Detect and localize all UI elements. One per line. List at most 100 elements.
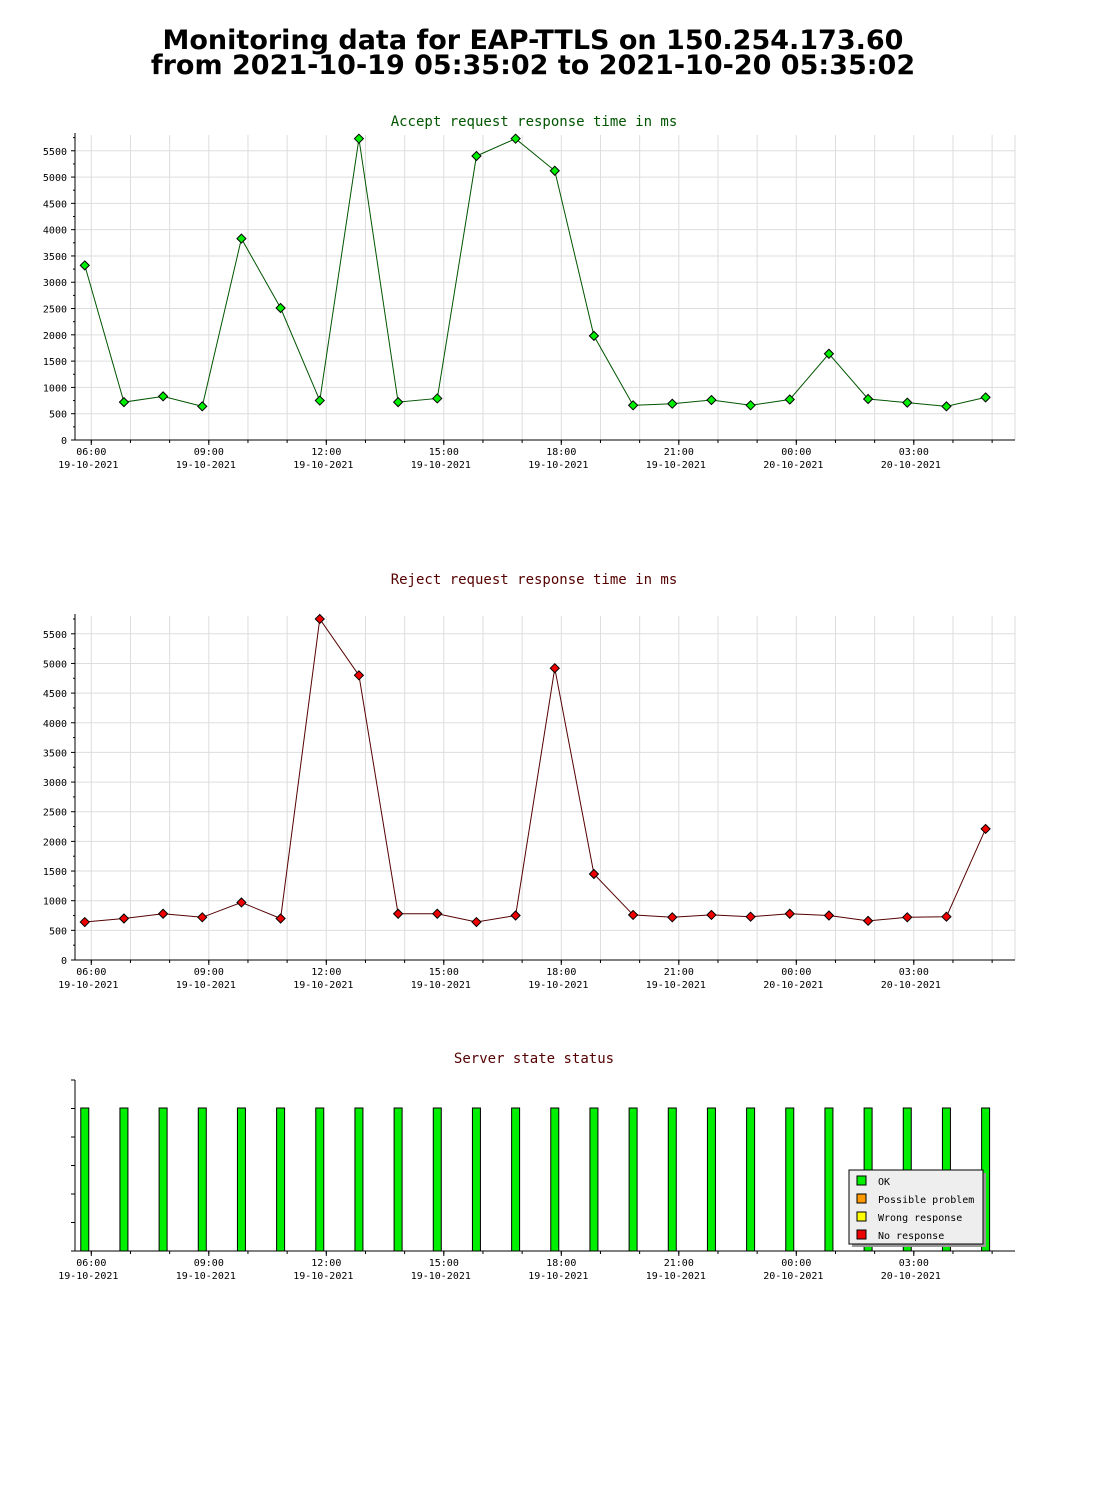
data-point <box>941 911 952 922</box>
x-tick-label-date: 19-10-2021 <box>411 460 471 471</box>
x-tick-label-time: 00:00 <box>781 447 811 458</box>
reject-response-chart: Reject request response time in ms 0 500 10… <box>43 572 1016 991</box>
x-tick-label-date: 19-10-2021 <box>528 460 588 471</box>
data-point <box>79 260 90 271</box>
page-title-line-2: from 2021-10-19 05:35:02 to 2021-10-20 0… <box>150 50 916 81</box>
status-bar <box>276 1107 286 1252</box>
data-point <box>197 912 208 923</box>
legend-label: No response <box>878 1231 944 1242</box>
data-point <box>353 133 365 144</box>
data-point <box>392 908 404 919</box>
data-point <box>353 670 365 681</box>
y-tick-label: 1000 <box>43 383 67 394</box>
y-tick-label: 4500 <box>43 199 67 210</box>
y-tick-label: 1000 <box>43 897 67 908</box>
x-tick-label-date: 19-10-2021 <box>176 1271 236 1282</box>
y-tick-label: 5500 <box>43 630 67 641</box>
data-point <box>667 398 678 409</box>
status-bar <box>785 1107 795 1252</box>
x-tick-label-date: 19-10-2021 <box>58 1271 118 1282</box>
y-tick-label: 3500 <box>43 748 67 759</box>
status-bar <box>589 1107 599 1252</box>
x-tick-label-time: 12:00 <box>311 967 341 978</box>
status-bar <box>80 1107 90 1252</box>
data-point <box>549 165 560 176</box>
x-tick-label-date: 20-10-2021 <box>881 980 941 991</box>
x-tick-label-date: 19-10-2021 <box>58 460 118 471</box>
y-tick-label: 5000 <box>43 659 67 670</box>
data-point <box>784 394 795 405</box>
data-point <box>236 897 247 908</box>
data-point <box>941 401 952 412</box>
status-bar <box>354 1107 364 1252</box>
y-tick-label: 1500 <box>43 357 67 368</box>
x-tick-label-time: 03:00 <box>899 1258 929 1269</box>
x-tick-label-date: 19-10-2021 <box>646 980 706 991</box>
legend-label: OK <box>878 1177 890 1188</box>
data-point <box>549 662 560 674</box>
data-point <box>510 910 521 921</box>
legend-swatch <box>856 1175 867 1186</box>
data-point <box>118 913 130 924</box>
x-tick-label-date: 19-10-2021 <box>411 1271 471 1282</box>
status-bar <box>119 1107 129 1252</box>
status-bar <box>746 1107 756 1252</box>
y-tick-label: 0 <box>61 956 67 967</box>
data-point <box>980 392 991 403</box>
chart-title: Reject request response time in ms <box>391 572 678 588</box>
status-bar <box>550 1107 560 1252</box>
y-tick-label: 500 <box>49 410 67 421</box>
series-line <box>84 138 986 407</box>
data-point <box>432 908 443 919</box>
y-tick-label: 2000 <box>43 331 67 342</box>
x-tick-label-date: 19-10-2021 <box>646 460 706 471</box>
legend-label: Possible problem <box>878 1195 974 1206</box>
status-bar <box>511 1107 521 1252</box>
status-bar <box>628 1107 638 1252</box>
x-tick-label-date: 20-10-2021 <box>881 1271 941 1282</box>
x-tick-label-time: 09:00 <box>194 1258 224 1269</box>
data-point <box>157 908 169 919</box>
y-tick-label: 500 <box>49 926 67 937</box>
data-point <box>118 396 130 408</box>
x-tick-label-date: 19-10-2021 <box>58 980 118 991</box>
y-tick-label: 0 <box>61 436 67 447</box>
x-tick-label-date: 19-10-2021 <box>293 980 353 991</box>
x-tick-label-time: 09:00 <box>194 447 224 458</box>
y-tick-label: 3500 <box>43 252 67 263</box>
y-tick-label: 1500 <box>43 867 67 878</box>
series-line <box>84 617 987 923</box>
x-tick-label-time: 15:00 <box>429 1258 459 1269</box>
data-point <box>902 397 913 408</box>
data-point <box>862 393 874 405</box>
status-bar <box>706 1107 716 1252</box>
x-tick-label-date: 20-10-2021 <box>881 460 941 471</box>
x-tick-label-time: 15:00 <box>429 967 459 978</box>
data-point <box>980 823 991 835</box>
y-tick-label: 4000 <box>43 226 67 237</box>
x-tick-label-time: 06:00 <box>76 1258 106 1269</box>
legend-label: Wrong response <box>878 1213 962 1224</box>
x-tick-label-date: 20-10-2021 <box>763 1271 823 1282</box>
data-point <box>314 395 325 406</box>
data-point <box>588 330 600 342</box>
status-bar <box>432 1107 442 1252</box>
x-tick-label-time: 12:00 <box>311 1258 341 1269</box>
data-point <box>79 916 90 928</box>
x-tick-label-date: 20-10-2021 <box>763 460 823 471</box>
y-tick-label: 2500 <box>43 305 67 316</box>
x-tick-label-date: 19-10-2021 <box>293 1271 353 1282</box>
data-point <box>823 910 835 921</box>
x-tick-label-time: 15:00 <box>429 447 459 458</box>
data-point <box>706 909 717 921</box>
data-point <box>902 912 913 923</box>
y-tick-label: 4000 <box>43 719 67 730</box>
x-tick-label-time: 03:00 <box>899 447 929 458</box>
data-point <box>157 391 169 402</box>
status-bar <box>197 1107 207 1252</box>
server-status-chart: Server state status 06:00 19-10-2021 09:00 1… <box>58 1051 1015 1282</box>
x-tick-label-time: 21:00 <box>664 967 694 978</box>
data-point <box>706 394 717 406</box>
data-point <box>862 915 874 927</box>
x-tick-label-time: 12:00 <box>311 447 341 458</box>
